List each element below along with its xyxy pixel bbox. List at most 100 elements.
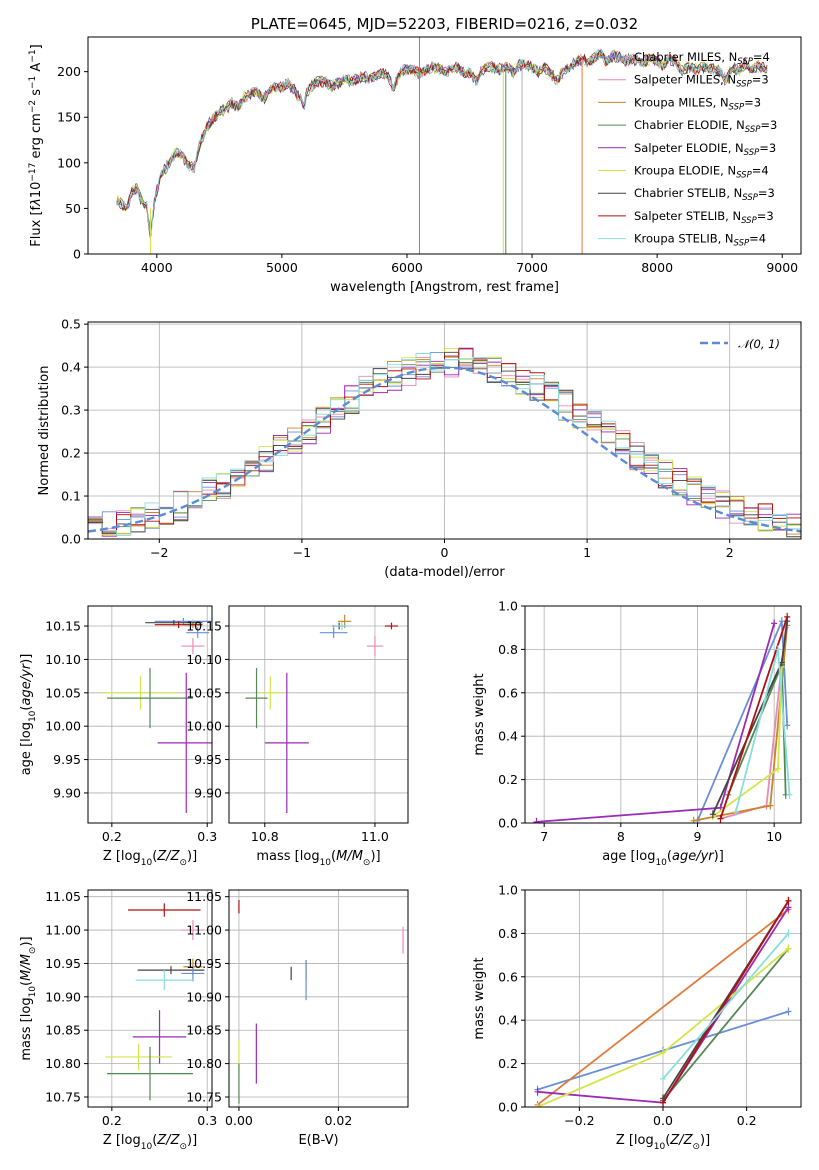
- x-tick-label: −0.2: [564, 1113, 594, 1128]
- y-tick-label: 50: [65, 201, 81, 216]
- x-tick-label: 7000: [516, 260, 548, 275]
- axes-frame: [228, 605, 409, 824]
- y-tick-label: 150: [57, 110, 81, 125]
- mass_vs_ebv-panel: 0.00 0.02 10.75 10.80 10.85 10.90 10.95 11.00 11…: [186, 889, 409, 1148]
- axes-frame: [87, 36, 802, 255]
- x-tick-label: 10: [766, 829, 782, 844]
- legend-label: Salpeter ELODIE, NSSP=3: [634, 141, 776, 158]
- y-tick-label: 0.2: [498, 1056, 518, 1071]
- weight_vs_age-panel: 7 8 9 10 0.0 0.2 0.4 0.6 0.8 1.0 age [log10(age/yr…: [472, 599, 802, 868]
- weight-marker: [786, 790, 793, 799]
- y-tick-label: 100: [57, 155, 81, 170]
- x-axis-label: age [log10(age/yr)]: [602, 849, 724, 868]
- legend-label: Chabrier MILES, NSSP=4: [634, 50, 770, 67]
- chart-title: PLATE=0645, MJD=52203, FIBERID=0216, z=0…: [251, 15, 638, 33]
- weight-marker: [534, 1087, 541, 1096]
- y-tick-label: 0.1: [61, 489, 81, 504]
- y-tick-label: 10.75: [45, 1089, 81, 1104]
- errorbars: [105, 903, 205, 1101]
- x-axis-label: Z [log10(Z/Z⊙)]: [103, 849, 197, 868]
- weight-marker: [775, 645, 781, 654]
- spectrum-line: [116, 49, 768, 236]
- y-axis-label: mass weight: [472, 957, 487, 1039]
- y-tick-label: 9.90: [194, 785, 222, 800]
- residuals-panel: −2 −1 0 1 2 0.0 0.1 0.2 0.3 0.4 0.5 (data-model)/er…: [37, 317, 802, 580]
- legend: 𝒩(0, 1): [700, 337, 780, 351]
- errorbar-point: [128, 903, 201, 917]
- y-axis-label: mass weight: [472, 673, 487, 755]
- errorbar-point: [107, 668, 193, 729]
- axes-frame: [87, 889, 213, 1108]
- y-tick-label: 1.0: [498, 883, 518, 898]
- weight-line: [719, 616, 789, 819]
- weight-marker: [660, 1098, 666, 1107]
- errorbar-point: [181, 965, 205, 982]
- y-tick-label: 10.80: [186, 1056, 222, 1071]
- legend-label: Kroupa STELIB, NSSP=4: [634, 232, 766, 249]
- y-tick-label: 10.85: [45, 1023, 81, 1038]
- errorbars: [245, 614, 399, 813]
- y-tick-label: 10.15: [45, 619, 81, 634]
- y-tick-label: 0.2: [61, 446, 81, 461]
- y-axis-label: age [log10(age/yr)]: [19, 654, 38, 776]
- weight_vs_z-panel: −0.2 0.0 0.2 0.0 0.2 0.4 0.6 0.8 1.0 Z [log10(Z/Z…: [472, 883, 802, 1152]
- y-tick-label: 0.4: [498, 729, 518, 744]
- y-tick-label: 0.0: [498, 1100, 518, 1115]
- x-tick-label: 2: [726, 545, 734, 560]
- errorbar-point: [384, 622, 399, 630]
- y-tick-label: 9.95: [53, 752, 81, 767]
- x-tick-label: 0.2: [737, 1113, 757, 1128]
- weight-marker: [785, 1007, 792, 1016]
- x-tick-label: 0.02: [324, 1113, 352, 1128]
- weight-marker: [785, 929, 792, 938]
- y-tick-label: 11.05: [186, 889, 222, 904]
- x-tick-label: 0.00: [225, 1113, 253, 1128]
- y-axis-label: Normed distribution: [37, 366, 52, 496]
- x-tick-label: 8000: [641, 260, 673, 275]
- errorbar-point: [157, 672, 212, 813]
- x-tick-label: 6000: [391, 260, 423, 275]
- y-tick-label: 11.00: [186, 923, 222, 938]
- x-axis-label: Z [log10(Z/Z⊙)]: [616, 1133, 710, 1152]
- y-tick-label: 0.2: [498, 772, 518, 787]
- errorbar-point: [181, 920, 205, 941]
- weight-line: [662, 900, 790, 1104]
- weight-marker: [534, 1103, 541, 1107]
- errorbar-point: [154, 618, 212, 625]
- errorbar-point: [264, 672, 309, 813]
- weight-marker: [775, 764, 781, 773]
- x-tick-label: −1: [293, 545, 311, 560]
- axes-frame: [524, 889, 802, 1108]
- weight-marker: [784, 612, 791, 621]
- y-tick-label: 0.3: [61, 403, 81, 418]
- y-tick-label: 10.05: [45, 685, 81, 700]
- x-tick-label: 10.8: [251, 829, 279, 844]
- weight-line: [696, 620, 789, 822]
- x-tick-label: 7: [540, 829, 548, 844]
- y-axis-label: Flux [fλ10−17 erg cm−2 s−1 A−1]: [28, 44, 44, 246]
- weight-marker: [660, 1074, 666, 1083]
- x-axis-label: wavelength [Angstrom, rest frame]: [330, 280, 559, 295]
- x-axis-label: mass [log10(M/M⊙)]: [256, 849, 380, 868]
- errorbar-point: [135, 970, 193, 991]
- y-tick-label: 0.0: [61, 532, 81, 547]
- spectrum-lines: [116, 37, 768, 254]
- weight-lines: [533, 612, 793, 823]
- legend: Chabrier MILES, NSSP=4 Salpeter MILES, NS…: [598, 50, 777, 249]
- x-tick-label: 11.0: [361, 829, 389, 844]
- x-tick-label: 0.0: [653, 1113, 673, 1128]
- weight-line: [662, 948, 790, 1102]
- errorbar-point: [154, 621, 203, 629]
- x-tick-label: 4000: [141, 260, 173, 275]
- y-tick-label: 10.95: [186, 956, 222, 971]
- age_vs_z-panel: 0.2 0.3 9.90 9.95 10.00 10.05 10.10 10.15 Z [log…: [19, 605, 217, 868]
- y-tick-label: 10.85: [186, 1023, 222, 1038]
- errorbar-point: [333, 622, 351, 631]
- errorbar-point: [319, 627, 348, 639]
- axes-frame: [87, 605, 213, 824]
- normal-curve: [88, 366, 801, 533]
- errorbars: [102, 618, 212, 813]
- errorbar-point: [181, 638, 205, 655]
- y-tick-label: 10.10: [45, 652, 81, 667]
